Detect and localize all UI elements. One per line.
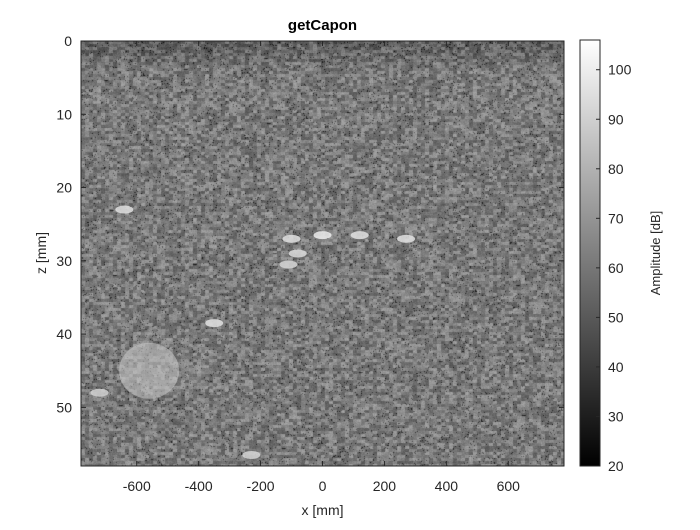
y-tick-label: 50 [56, 399, 72, 415]
chart-title: getCapon [288, 17, 357, 34]
point-target [288, 249, 307, 258]
colorbar-tick-label: 80 [608, 161, 624, 177]
y-tick-label: 20 [56, 180, 72, 196]
colorbar-tick-label: 20 [608, 458, 624, 474]
x-tick-label: 400 [435, 478, 459, 494]
x-tick-label: 0 [319, 478, 327, 494]
colorbar-tick-label: 40 [608, 359, 624, 375]
x-axis-label: x [mm] [302, 502, 344, 518]
bright-cyst-region [119, 342, 180, 399]
x-axis-ticks: -600 -400 -200 0 200 400 600 [123, 41, 520, 494]
y-tick-label: 10 [56, 106, 72, 122]
point-target [282, 234, 301, 243]
colorbar-tick-label: 50 [608, 309, 624, 325]
y-tick-label: 0 [64, 33, 72, 49]
y-tick-label: 30 [56, 253, 72, 269]
colorbar-tick-label: 100 [608, 62, 632, 78]
colorbar: 20 30 40 50 60 70 80 90 100 Amplitude [dB] [579, 39, 663, 474]
x-tick-label: -200 [247, 478, 275, 494]
point-target [397, 234, 416, 243]
y-axis-label: z [mm] [33, 232, 49, 274]
point-target [279, 260, 298, 269]
point-target [115, 205, 134, 214]
x-tick-label: -600 [123, 478, 151, 494]
point-target [205, 319, 224, 328]
plot-area [80, 40, 565, 467]
bright-features [90, 205, 416, 460]
point-target [90, 388, 109, 397]
colorbar-tick-label: 60 [608, 260, 624, 276]
x-tick-label: 200 [373, 478, 397, 494]
colorbar-tick-label: 90 [608, 111, 624, 127]
point-target [350, 231, 369, 240]
colorbar-tick-label: 30 [608, 408, 624, 424]
x-tick-label: -400 [185, 478, 213, 494]
colorbar-label: Amplitude [dB] [648, 211, 663, 296]
point-target [313, 231, 332, 240]
colorbar-tick-label: 70 [608, 210, 624, 226]
y-tick-label: 40 [56, 326, 72, 342]
y-axis-ticks: 0 10 20 30 40 50 [56, 33, 564, 415]
x-tick-label: 600 [497, 478, 521, 494]
speckle-image [81, 41, 564, 466]
colorbar-ticks: 20 30 40 50 60 70 80 90 100 [596, 62, 632, 474]
point-target [242, 451, 261, 460]
colorbar-gradient [579, 39, 601, 467]
